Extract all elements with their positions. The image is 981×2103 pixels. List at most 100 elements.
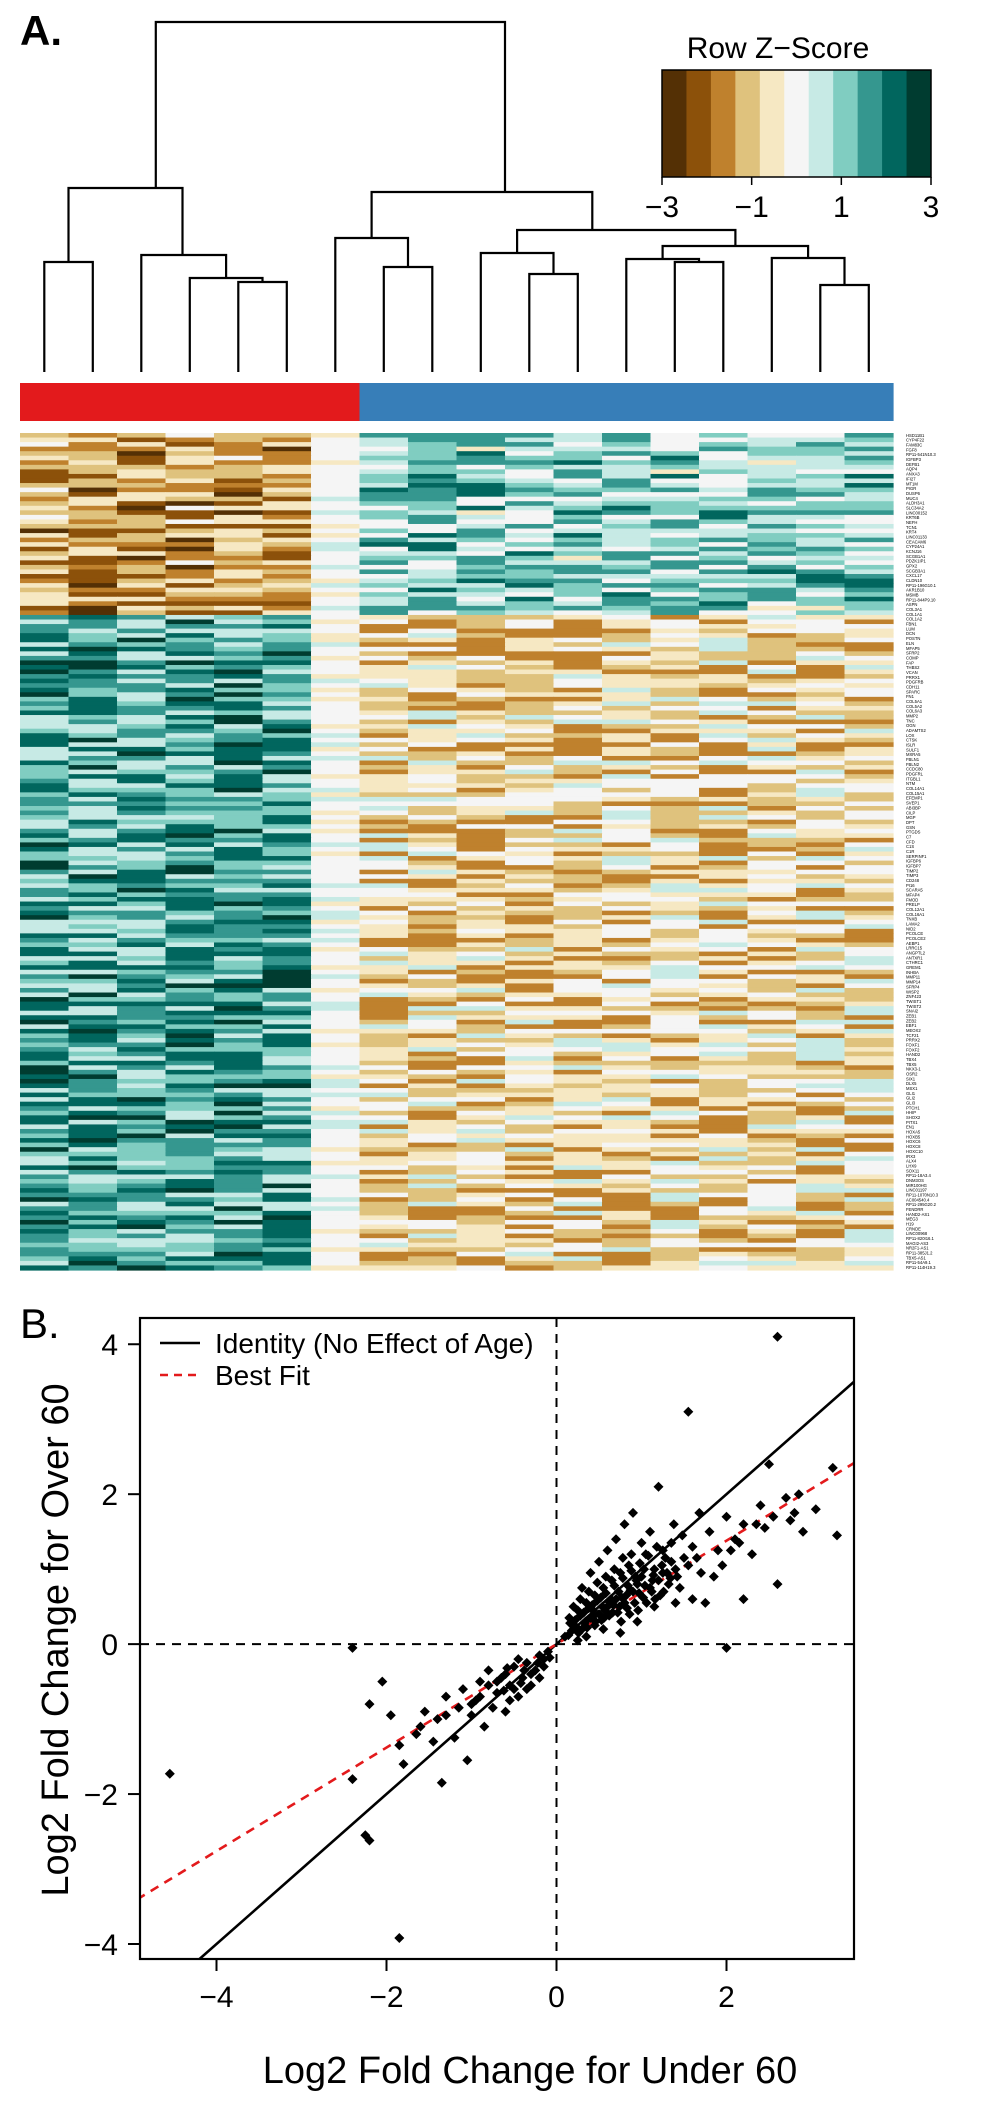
heatmap-cell: [456, 514, 506, 521]
heatmap-cell: [602, 464, 652, 470]
heatmap-cell: [68, 883, 118, 889]
gene-label: MMP14: [906, 980, 921, 985]
heatmap-cell: [650, 460, 700, 466]
heatmap-cell: [553, 637, 603, 643]
heatmap-cell: [505, 651, 555, 657]
heatmap-cell: [650, 1219, 700, 1226]
heatmap-cell: [844, 1128, 894, 1135]
heatmap-cell: [68, 560, 118, 566]
heatmap-cell: [699, 1078, 749, 1085]
heatmap-cell: [117, 1097, 167, 1103]
heatmap-cell: [650, 578, 700, 584]
heatmap-cell: [747, 824, 797, 830]
heatmap-cell: [117, 1242, 167, 1248]
heatmap-cell: [359, 583, 409, 589]
heatmap-cell: [214, 901, 264, 907]
heatmap-cell: [359, 755, 409, 762]
heatmap-cell: [699, 1256, 749, 1262]
heatmap-cell: [359, 496, 409, 502]
heatmap-cell: [20, 1147, 70, 1153]
heatmap-cell: [650, 733, 700, 739]
heatmap-cell: [214, 1106, 264, 1112]
gene-label: LRRC15: [906, 946, 923, 951]
heatmap-cell: [311, 1092, 361, 1098]
heatmap-cell: [165, 965, 215, 971]
heatmap-cell: [68, 765, 118, 771]
heatmap-cell: [165, 728, 215, 734]
heatmap-cell: [796, 678, 846, 684]
heatmap-cell: [408, 765, 458, 771]
heatmap-cell: [68, 1160, 118, 1166]
heatmap-cell: [747, 664, 797, 671]
heatmap-cell: [456, 592, 506, 598]
heatmap-cell: [844, 519, 894, 525]
heatmap-cell: [311, 1151, 361, 1157]
heatmap-cell: [699, 746, 749, 753]
data-point: [694, 1507, 705, 1518]
heatmap-cell: [262, 887, 312, 894]
heatmap-cell: [602, 874, 652, 880]
heatmap-cell: [408, 865, 458, 871]
heatmap-cell: [553, 669, 603, 675]
heatmap-cell: [796, 1001, 846, 1007]
heatmap-cell: [408, 1188, 458, 1194]
heatmap-cell: [20, 733, 70, 739]
heatmap-cell: [20, 1142, 70, 1148]
heatmap-cell: [699, 1069, 749, 1075]
heatmap-cell: [408, 933, 458, 939]
heatmap-cell: [408, 1206, 458, 1212]
heatmap-cell: [214, 1192, 264, 1198]
heatmap-cell: [311, 1265, 361, 1271]
heatmap-cell: [165, 514, 215, 521]
heatmap-cell: [408, 551, 458, 557]
heatmap-cell: [68, 442, 118, 448]
heatmap-cell: [747, 1183, 797, 1189]
heatmap-cell: [117, 737, 167, 743]
heatmap-cell: [602, 1078, 652, 1085]
heatmap-cell: [650, 455, 700, 461]
heatmap-cell: [311, 433, 361, 439]
heatmap-cell: [602, 433, 652, 439]
heatmap-cell: [117, 901, 167, 907]
heatmap-cell: [650, 755, 700, 762]
heatmap-cell: [553, 564, 603, 571]
heatmap-cell: [796, 642, 846, 648]
heatmap-cell: [117, 1183, 167, 1189]
heatmap-cell: [602, 451, 652, 457]
heatmap-cell: [602, 765, 652, 771]
heatmap-cell: [650, 1192, 700, 1198]
heatmap-cell: [359, 451, 409, 457]
heatmap-cell: [408, 951, 458, 957]
heatmap-cell: [747, 724, 797, 730]
data-point: [432, 1714, 443, 1725]
heatmap-cell: [505, 583, 555, 589]
heatmap-cell: [359, 442, 409, 448]
heatmap-cell: [602, 1069, 652, 1075]
heatmap-cell: [408, 592, 458, 598]
heatmap-cell: [262, 728, 312, 734]
heatmap-cell: [602, 587, 652, 593]
heatmap-cell: [796, 742, 846, 748]
gene-label: ASPN: [906, 602, 917, 607]
heatmap-cell: [408, 1069, 458, 1075]
heatmap-cell: [505, 496, 555, 502]
heatmap-cell: [262, 1028, 312, 1035]
heatmap-cell: [262, 924, 312, 930]
heatmap-cell: [311, 1015, 361, 1021]
heatmap-cell: [20, 633, 70, 639]
heatmap-cell: [68, 478, 118, 484]
heatmap-cell: [699, 896, 749, 903]
heatmap-cell: [408, 769, 458, 775]
heatmap-cell: [68, 1028, 118, 1035]
heatmap-cell: [505, 760, 555, 766]
heatmap-cell: [214, 1201, 264, 1207]
heatmap-cell: [699, 1024, 749, 1030]
heatmap-cell: [796, 492, 846, 498]
dendrogram-branch: [479, 251, 555, 372]
heatmap-cell: [359, 546, 409, 552]
heatmap-cell: [602, 683, 652, 689]
heatmap-cell: [359, 1106, 409, 1112]
heatmap-cell: [456, 1083, 506, 1089]
heatmap-cell: [68, 992, 118, 998]
heatmap-cell: [359, 523, 409, 530]
